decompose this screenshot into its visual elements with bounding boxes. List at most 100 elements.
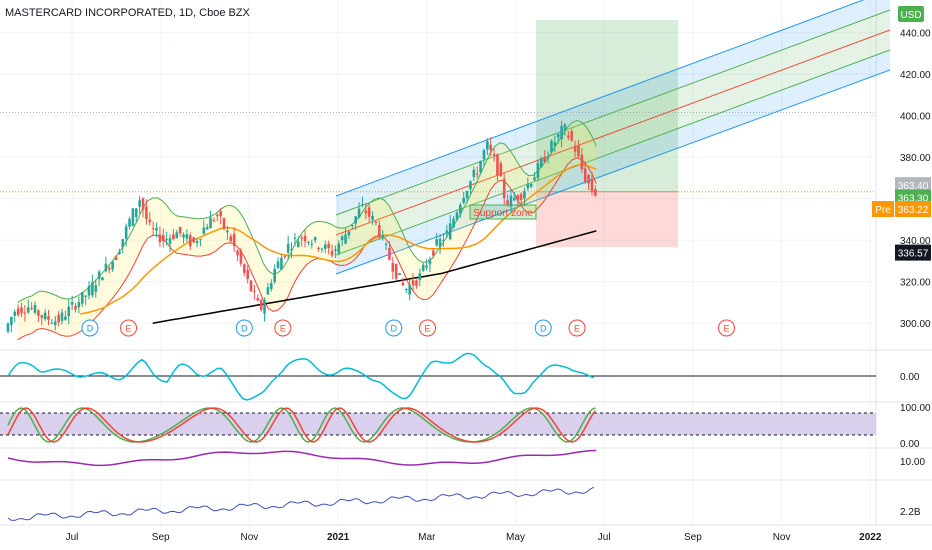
candle-body <box>462 197 465 203</box>
candle-body <box>381 235 384 239</box>
event-letter: E <box>724 324 730 334</box>
candle-body <box>84 295 87 297</box>
event-circle <box>534 319 552 337</box>
candle-body <box>567 135 570 138</box>
channel-fill-lower <box>336 50 890 274</box>
candle-body <box>185 234 189 239</box>
candle-body <box>550 140 553 153</box>
stoch-axis-label-bottom: 0.00 <box>900 439 920 450</box>
chart-title: MASTERCARD INCORPORATED, 1D, Cboe BZX <box>5 7 251 19</box>
candle-body <box>438 238 442 248</box>
candle-body <box>320 248 324 250</box>
candle-body <box>246 269 249 279</box>
candle-body <box>121 239 125 248</box>
candle-body <box>182 234 185 238</box>
candle-body <box>378 225 381 238</box>
stoch-band <box>0 413 876 435</box>
candle-body <box>519 194 523 200</box>
event-letter: D <box>241 324 248 334</box>
candle-body <box>411 280 415 286</box>
candle-body <box>303 235 307 242</box>
candle-body <box>138 200 141 207</box>
candle-body <box>178 226 182 234</box>
candle-body <box>269 283 273 290</box>
candle-body <box>43 312 47 320</box>
channel-line <box>335 69 891 275</box>
channel-line <box>335 49 891 256</box>
candle-body <box>513 197 516 201</box>
candle-body <box>388 248 391 260</box>
candle-body <box>219 211 222 217</box>
channel-fill-upper <box>336 0 890 215</box>
candle-body <box>280 257 283 270</box>
position-zones <box>0 20 876 248</box>
candle-body <box>33 305 37 313</box>
candle-body <box>371 215 374 220</box>
candle-body <box>394 263 398 279</box>
candle-body <box>479 161 482 173</box>
candle-body <box>94 285 98 292</box>
candle-body <box>175 232 179 239</box>
candle-body <box>30 307 33 309</box>
candle-body <box>293 237 297 239</box>
price-tag-prefix: Pre <box>875 205 891 216</box>
candle-body <box>259 300 263 310</box>
candle-body <box>148 219 152 223</box>
candle-body <box>540 158 543 167</box>
indicator-panes: 0.00 100.00 0.00 10.00 2.2B <box>0 352 931 521</box>
price-tag-text: 336.57 <box>898 249 929 260</box>
candle-body <box>556 133 560 138</box>
event-letter: D <box>540 324 547 334</box>
candle-body <box>70 302 74 305</box>
candle-body <box>435 239 438 246</box>
profit-zone <box>536 20 678 192</box>
stoch-k <box>7 407 596 443</box>
currency-badge[interactable] <box>898 6 924 22</box>
candle-body <box>496 154 499 176</box>
candle-body <box>445 230 449 234</box>
candle-body <box>590 178 594 192</box>
event-letter: E <box>425 324 431 334</box>
candle-body <box>583 168 587 182</box>
candle-body <box>205 226 209 230</box>
candle-body <box>475 173 479 175</box>
candle-body <box>232 234 236 247</box>
candle-body <box>425 265 428 268</box>
candle-body <box>415 280 418 287</box>
candle-body <box>168 238 172 245</box>
candle-body <box>101 277 104 281</box>
candle-body <box>239 250 243 264</box>
event-circle <box>568 319 586 337</box>
candle-body <box>472 169 476 177</box>
event-letter: E <box>574 324 580 334</box>
candle-body <box>128 218 131 227</box>
candle-body <box>300 237 303 239</box>
stoch-d <box>7 407 596 443</box>
x-tick-label: Sep <box>684 532 702 543</box>
event-letter: E <box>280 324 286 334</box>
candle-body <box>469 181 472 190</box>
candle-body <box>296 241 300 247</box>
candle-body <box>546 156 550 159</box>
x-tick-label: 2022 <box>859 532 882 543</box>
moving-averages <box>17 119 597 341</box>
candle-body <box>324 244 327 249</box>
candle-body <box>526 183 530 189</box>
event-circle <box>274 319 292 337</box>
candle-body <box>263 300 266 314</box>
candle-body <box>499 163 503 177</box>
candle-body <box>459 204 462 214</box>
candle-body <box>384 244 388 246</box>
candle-body <box>577 145 580 157</box>
candle-body <box>91 282 94 296</box>
candle-body <box>405 289 408 291</box>
candle-body <box>344 234 347 244</box>
candle-body <box>13 311 17 316</box>
candle-body <box>253 291 256 293</box>
time-axis: Jul Sep Nov 2021 Mar May Jul Sep Nov 2022 <box>66 532 882 543</box>
ma-orange <box>80 163 597 315</box>
y-tick-label: 380.00 <box>900 153 931 164</box>
candle-body <box>118 251 121 254</box>
